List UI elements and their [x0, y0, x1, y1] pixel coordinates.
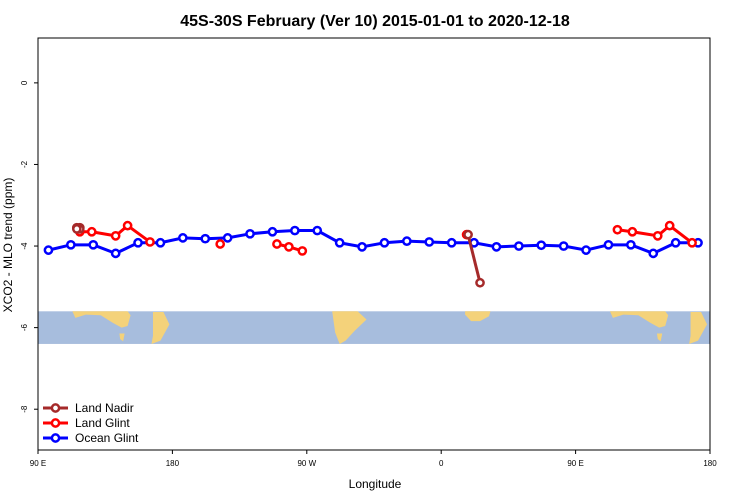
data-point — [603, 239, 614, 250]
data-point — [145, 237, 155, 247]
land-shape — [689, 311, 708, 344]
legend-item-land-nadir: Land Nadir — [43, 401, 134, 415]
data-point — [514, 241, 524, 251]
x-tick-label: 90 E — [567, 459, 583, 468]
data-point — [122, 220, 133, 231]
data-point — [424, 237, 435, 247]
legend-marker — [50, 403, 61, 413]
data-point — [357, 242, 367, 252]
data-point — [627, 226, 638, 237]
data-point — [272, 239, 282, 249]
data-point — [626, 239, 636, 250]
data-point — [402, 236, 412, 246]
data-point — [178, 233, 188, 243]
data-point — [71, 224, 82, 234]
y-tick-label: 0 — [20, 80, 29, 85]
data-point — [312, 225, 323, 236]
legend-marker — [50, 433, 61, 443]
ocean-band — [38, 311, 710, 344]
y-tick-label: -8 — [20, 405, 29, 413]
data-point — [670, 237, 681, 248]
data-point — [475, 277, 485, 288]
legend-item-land-glint: Land Glint — [43, 416, 130, 430]
data-point — [86, 226, 97, 237]
data-point — [222, 233, 233, 243]
data-point — [290, 225, 300, 236]
data-point — [133, 237, 143, 248]
y-tick-label: -4 — [20, 242, 29, 250]
chart-title: 45S-30S February (Ver 10) 2015-01-01 to … — [180, 13, 570, 30]
series-land-nadir — [71, 222, 485, 288]
data-point — [267, 226, 278, 237]
axes: 90 E 180 90 W 0 90 E 180 0 -2 -4 -6 -8 — [20, 37, 717, 468]
data-point — [446, 237, 457, 248]
data-point — [491, 242, 502, 252]
y-tick-label: -6 — [20, 324, 29, 332]
data-point — [66, 239, 76, 250]
data-point — [297, 246, 308, 256]
land-shape — [72, 311, 131, 328]
data-point — [664, 220, 675, 231]
data-point — [581, 245, 591, 255]
land-shape — [656, 333, 663, 342]
x-axis-label: Longitude — [349, 477, 402, 491]
data-point — [536, 240, 547, 251]
data-point — [334, 237, 345, 248]
data-point — [245, 228, 255, 239]
land-shape — [332, 311, 367, 344]
data-point — [379, 237, 390, 248]
world-map-band — [38, 311, 710, 344]
data-point — [110, 248, 121, 259]
legend-label: Ocean Glint — [75, 431, 139, 445]
y-axis-label: XCO2 - MLO trend (ppm) — [1, 178, 15, 313]
data-point — [88, 239, 99, 250]
data-point — [648, 248, 659, 259]
series-line — [466, 234, 482, 284]
data-point — [43, 245, 54, 255]
data-point — [687, 237, 697, 248]
land-shape — [465, 311, 491, 322]
legend-label: Land Nadir — [75, 401, 134, 415]
data-point — [215, 239, 226, 249]
data-point — [155, 237, 166, 248]
x-tick-label: 180 — [166, 459, 180, 468]
land-shape — [609, 311, 669, 328]
data-point — [110, 230, 121, 241]
legend-marker — [50, 418, 61, 428]
data-point — [558, 241, 569, 251]
land-shape — [151, 311, 170, 344]
data-point — [463, 229, 473, 240]
data-point — [200, 233, 211, 244]
x-tick-label: 180 — [703, 459, 717, 468]
plot-frame — [37, 37, 711, 451]
y-tick-label: -2 — [20, 160, 29, 168]
x-tick-label: 90 W — [297, 459, 316, 468]
legend-item-ocean-glint: Ocean Glint — [43, 431, 139, 445]
data-point — [612, 224, 623, 235]
land-shape — [119, 333, 125, 342]
data-point — [284, 242, 294, 252]
x-tick-label: 0 — [439, 459, 444, 468]
data-point — [652, 230, 663, 241]
legend-label: Land Glint — [75, 416, 130, 430]
x-tick-label: 90 E — [30, 459, 46, 468]
series-layer — [43, 220, 703, 288]
